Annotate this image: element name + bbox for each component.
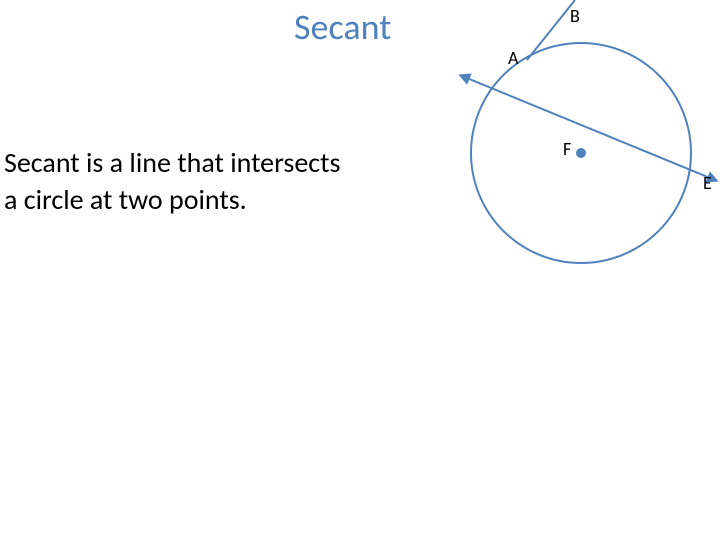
label-E: E xyxy=(703,172,712,194)
center-dot xyxy=(576,148,586,158)
secant-diagram xyxy=(0,0,720,300)
label-B: B xyxy=(570,5,580,27)
label-F: F xyxy=(563,138,571,160)
secant-line xyxy=(462,76,715,180)
tangent-line xyxy=(527,0,575,60)
label-A: A xyxy=(508,47,518,69)
